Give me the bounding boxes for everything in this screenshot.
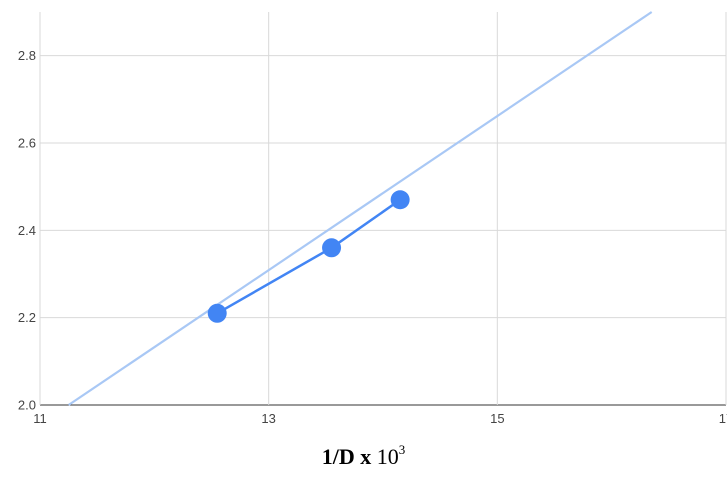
x-axis-label-exponent: 3	[398, 442, 406, 457]
x-axis-label: 1/D x 103	[0, 442, 727, 470]
x-tick-label: 13	[261, 411, 275, 426]
x-tick-label: 15	[490, 411, 504, 426]
trendline-layer	[67, 11, 653, 406]
y-tick-label: 2.2	[18, 310, 36, 325]
series-layer	[207, 190, 410, 323]
y-tick-label: 2.4	[18, 223, 36, 238]
x-tick-label: 17	[719, 411, 727, 426]
series-line	[216, 198, 401, 315]
trendline	[67, 11, 653, 406]
y-tick-label: 2.8	[18, 48, 36, 63]
data-point	[207, 303, 227, 323]
data-point	[322, 238, 342, 258]
data-point	[390, 190, 410, 210]
tick-layer: 2.0 2.2 2.4 2.6 2.8 11 13 15 17	[18, 48, 727, 426]
y-tick-label: 2.6	[18, 136, 36, 151]
x-axis-label-main: 1/D x	[321, 444, 372, 469]
grid-layer	[39, 12, 727, 406]
x-tick-label: 11	[33, 411, 47, 426]
x-axis-label-base: 10	[376, 444, 399, 469]
y-tick-label: 2.0	[18, 398, 36, 413]
